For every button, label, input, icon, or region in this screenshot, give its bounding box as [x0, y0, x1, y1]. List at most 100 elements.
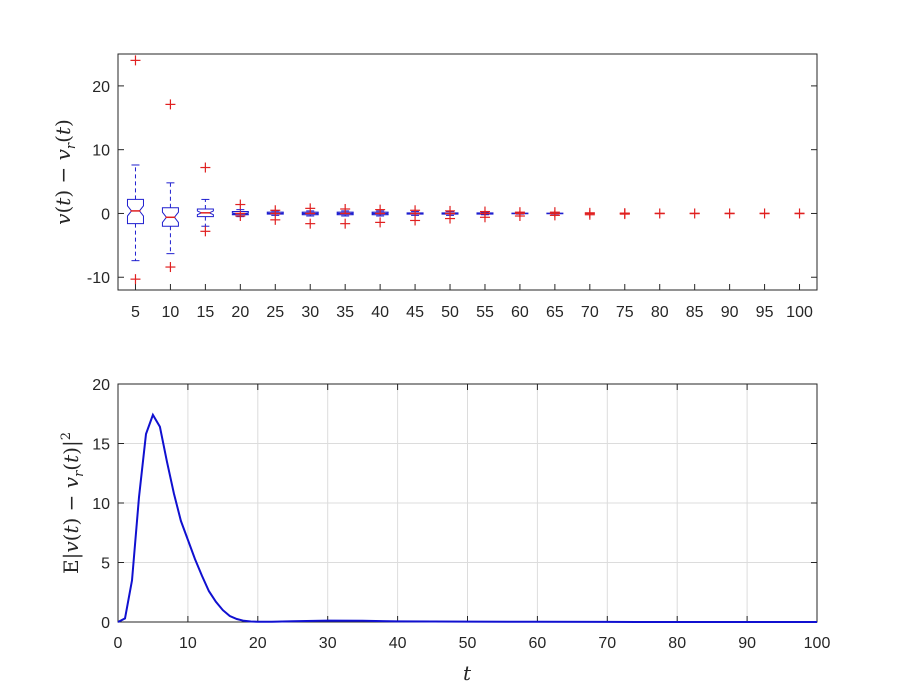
x-tick-label: 90 — [738, 635, 756, 652]
x-tick-label: 70 — [581, 304, 599, 321]
outlier-marker — [410, 215, 421, 226]
notched-box — [476, 212, 494, 215]
box-55 — [476, 206, 494, 223]
x-tick-label: 70 — [598, 635, 616, 652]
outlier-marker — [514, 207, 525, 218]
box-90 — [724, 208, 735, 219]
x-tick-label: 85 — [686, 304, 704, 321]
x-tick-label: 20 — [249, 635, 267, 652]
x-tick-label: 30 — [301, 304, 319, 321]
box-35 — [336, 203, 354, 229]
line-y-ticks: 0 5 10 15 20 — [92, 377, 817, 632]
box-50 — [441, 205, 459, 224]
notched-box — [231, 211, 249, 216]
boxplot-y-ticks: -10 0 10 20 — [87, 79, 817, 287]
notched-box — [266, 211, 284, 215]
x-tick-label: 100 — [804, 635, 831, 652]
box-65 — [546, 207, 564, 221]
outlier-marker — [759, 208, 770, 219]
outlier-marker — [235, 199, 246, 210]
line-grid — [118, 384, 817, 622]
x-tick-label: 50 — [459, 635, 477, 652]
notched-box — [301, 211, 319, 216]
y-tick-label: 0 — [101, 206, 110, 223]
y-tick-label: -10 — [87, 270, 110, 287]
line-series — [117, 412, 817, 623]
box-60 — [511, 207, 529, 222]
outlier-marker — [445, 205, 456, 216]
outlier-marker — [130, 274, 141, 285]
notched-box — [126, 198, 144, 225]
notched-box — [196, 208, 214, 218]
x-tick-label: 45 — [406, 304, 424, 321]
x-tick-label: 50 — [441, 304, 459, 321]
outlier-marker — [619, 208, 630, 219]
box-5 — [126, 55, 144, 285]
box-15 — [196, 162, 214, 237]
line-axes: 0 5 10 15 20 0 10 20 30 40 50 60 70 80 90 100 t E|v(t)… — [59, 377, 830, 685]
outlier-marker — [375, 217, 386, 228]
box-20 — [231, 199, 249, 222]
outlier-marker — [340, 203, 351, 214]
x-tick-label: 0 — [114, 635, 123, 652]
x-tick-label: 5 — [131, 304, 140, 321]
outlier-marker — [794, 208, 805, 219]
notched-box — [161, 207, 179, 227]
box-80 — [654, 208, 665, 219]
notched-box — [511, 212, 529, 215]
y-tick-label: 20 — [92, 79, 110, 96]
box-30 — [301, 203, 319, 229]
outlier-marker — [410, 205, 421, 216]
x-tick-label: 90 — [721, 304, 739, 321]
box-40 — [371, 204, 389, 228]
box-45 — [406, 205, 424, 226]
line-x-label: t — [463, 661, 472, 685]
x-tick-label: 20 — [231, 304, 249, 321]
y-tick-label: 10 — [92, 143, 110, 160]
x-tick-label: 35 — [336, 304, 354, 321]
x-tick-label: 55 — [476, 304, 494, 321]
outlier-marker — [270, 205, 281, 216]
x-tick-label: 80 — [668, 635, 686, 652]
outlier-marker — [479, 206, 490, 217]
x-tick-label: 40 — [389, 635, 407, 652]
y-tick-label: 0 — [101, 615, 110, 632]
outlier-marker — [165, 262, 176, 273]
outlier-marker — [200, 226, 211, 237]
x-tick-label: 10 — [162, 304, 180, 321]
box-75 — [619, 208, 630, 220]
x-tick-label: 60 — [511, 304, 529, 321]
outlier-marker — [165, 99, 176, 110]
notched-box — [441, 212, 459, 215]
notched-box — [546, 212, 564, 215]
x-tick-label: 10 — [179, 635, 197, 652]
outlier-marker — [200, 162, 211, 173]
x-tick-label: 60 — [529, 635, 547, 652]
x-tick-label: 95 — [756, 304, 774, 321]
x-tick-label: 30 — [319, 635, 337, 652]
x-tick-label: 15 — [196, 304, 214, 321]
y-tick-label: 20 — [92, 377, 110, 394]
notched-box — [336, 211, 354, 216]
box-100 — [794, 208, 805, 219]
box-10 — [161, 99, 179, 273]
boxplot-frame — [117, 53, 818, 291]
outlier-marker — [584, 207, 595, 218]
boxplot-y-label: v(t) − vr(t) — [51, 119, 79, 225]
outlier-marker — [549, 207, 560, 218]
line-y-label: E|v(t) − vr(t)|2 — [59, 432, 87, 574]
notched-box — [371, 211, 389, 216]
box-70 — [584, 207, 595, 220]
outlier-marker — [340, 218, 351, 229]
boxplot-axes: -10 0 10 20 5 10 15 20 25 30 35 40 45 50 55 60 65 70 75 80… — [51, 53, 818, 321]
x-tick-label: 65 — [546, 304, 564, 321]
outlier-marker — [305, 218, 316, 229]
x-tick-label: 40 — [371, 304, 389, 321]
outlier-marker — [724, 208, 735, 219]
y-tick-label: 5 — [101, 556, 110, 573]
box-25 — [266, 205, 284, 225]
outlier-marker — [270, 214, 281, 225]
boxplot-series — [126, 55, 805, 285]
box-85 — [689, 208, 700, 219]
